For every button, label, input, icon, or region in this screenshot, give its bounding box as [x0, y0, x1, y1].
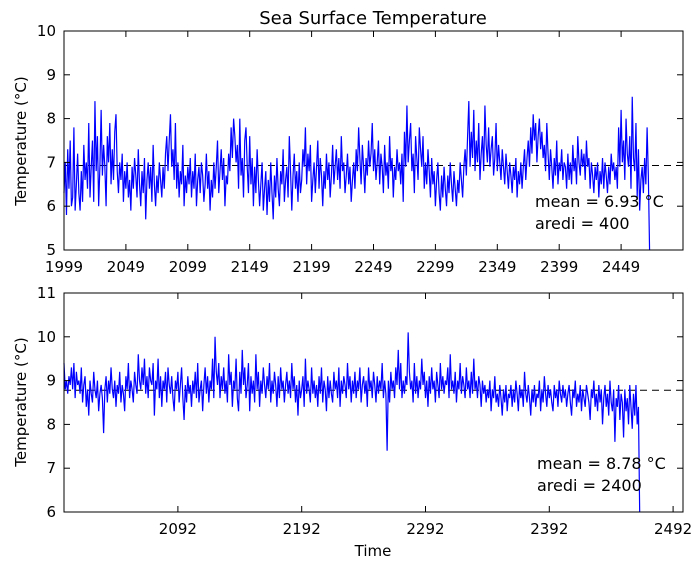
y-axis-ticks: 5 6 7 8 9 10 [37, 22, 683, 259]
mean-annotation: mean = 6.93 °C [535, 192, 664, 211]
bottom-temperature-plot: Temperature (°C) 2092 2192 2292 2392 2492 6 7… [12, 284, 692, 560]
y-tick-label: 10 [37, 22, 56, 40]
x-tick-label: 2392 [530, 520, 568, 538]
x-tick-label: 2149 [231, 258, 269, 276]
chart-title: Sea Surface Temperature [259, 8, 487, 29]
x-tick-label: 2249 [354, 258, 392, 276]
y-tick-label: 6 [46, 503, 56, 521]
x-tick-label: 2192 [283, 520, 321, 538]
top-temperature-plot: Sea Surface Temperature Temperature (°C)… [12, 8, 684, 276]
x-tick-label: 2199 [293, 258, 331, 276]
y-tick-label: 8 [46, 110, 56, 128]
y-axis-label: Temperature (°C) [12, 76, 30, 206]
x-tick-label: 2349 [478, 258, 516, 276]
x-axis-ticks: 1999 2049 2099 2149 2199 2249 2299 2349 2399 2449 [45, 31, 640, 276]
series-line [63, 96, 651, 251]
y-tick-label: 7 [46, 153, 56, 171]
x-tick-label: 2399 [540, 258, 578, 276]
y-axis-label: Temperature (°C) [12, 337, 30, 467]
series-line [63, 332, 641, 513]
x-tick-label: 2449 [602, 258, 640, 276]
aredi-annotation: aredi = 400 [535, 214, 630, 233]
mean-annotation: mean = 8.78 °C [537, 454, 666, 473]
y-tick-label: 10 [37, 328, 56, 346]
x-axis-ticks: 2092 2192 2292 2392 2492 [159, 293, 692, 538]
x-axis-label: Time [354, 542, 392, 560]
x-tick-label: 2049 [107, 258, 145, 276]
x-tick-label: 2492 [654, 520, 692, 538]
y-tick-label: 8 [46, 415, 56, 433]
x-tick-label: 1999 [45, 258, 83, 276]
x-tick-label: 2292 [406, 520, 444, 538]
y-tick-label: 11 [37, 284, 56, 302]
y-tick-label: 7 [46, 459, 56, 477]
y-tick-label: 6 [46, 197, 56, 215]
y-tick-label: 9 [46, 372, 56, 390]
plot-frame [63, 292, 684, 513]
y-tick-label: 9 [46, 66, 56, 84]
x-tick-label: 2092 [159, 520, 197, 538]
y-tick-label: 5 [46, 241, 56, 259]
aredi-annotation: aredi = 2400 [537, 476, 642, 495]
x-tick-label: 2299 [416, 258, 454, 276]
y-axis-ticks: 6 7 8 9 10 11 [37, 284, 683, 521]
x-tick-label: 2099 [169, 258, 207, 276]
